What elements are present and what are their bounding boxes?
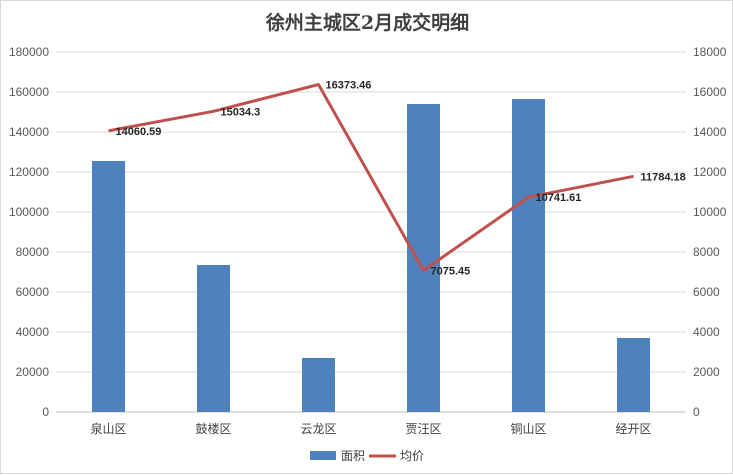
bar-面积 [302, 358, 335, 412]
data-label: 15034.3 [221, 106, 261, 118]
y-right-tick-label: 6000 [693, 285, 720, 299]
category-label: 鼓楼区 [195, 421, 231, 436]
y-right-tick-label: 8000 [693, 245, 720, 259]
category-label: 泉山区 [90, 422, 126, 436]
y-right-tick-label: 16000 [693, 85, 727, 99]
y-left-tick-label: 80000 [16, 245, 50, 259]
y-left-tick-label: 120000 [9, 165, 49, 179]
data-label: 16373.46 [326, 80, 372, 92]
category-label: 贾汪区 [405, 422, 441, 436]
category-label: 经开区 [615, 422, 651, 436]
chart-title: 徐州主城区2月成交明细 [265, 12, 470, 34]
y-left-tick-label: 180000 [9, 45, 49, 59]
y-left-tick-label: 0 [42, 405, 49, 419]
data-label: 14060.59 [116, 126, 162, 138]
category-label: 云龙区 [300, 422, 336, 436]
y-right-tick-label: 0 [693, 405, 700, 419]
bar-面积 [197, 265, 230, 412]
category-label: 铜山区 [510, 421, 546, 436]
legend-swatch-bar [310, 451, 336, 460]
bar-面积 [512, 99, 545, 412]
y-right-tick-label: 12000 [693, 165, 727, 179]
y-left-tick-label: 140000 [9, 125, 49, 139]
y-left-tick-label: 20000 [16, 365, 50, 379]
y-left-tick-label: 100000 [9, 205, 49, 219]
y-right-tick-label: 2000 [693, 365, 720, 379]
line-均价 [108, 83, 634, 272]
y-left-tick-label: 160000 [9, 85, 49, 99]
y-right-tick-label: 18000 [693, 45, 727, 59]
y-right-tick-label: 14000 [693, 125, 727, 139]
legend-label: 面积 [341, 449, 365, 463]
legend-label: 均价 [400, 449, 424, 463]
y-right-tick-label: 4000 [693, 325, 720, 339]
data-label: 7075.45 [431, 265, 471, 277]
y-right-tick-label: 10000 [693, 205, 727, 219]
y-left-tick-label: 40000 [16, 325, 50, 339]
data-label: 11784.18 [641, 171, 686, 183]
bar-面积 [92, 161, 125, 412]
y-left-tick-label: 60000 [16, 285, 50, 299]
data-label: 10741.61 [536, 192, 582, 204]
bar-面积 [617, 338, 650, 412]
bar-面积 [407, 104, 440, 412]
